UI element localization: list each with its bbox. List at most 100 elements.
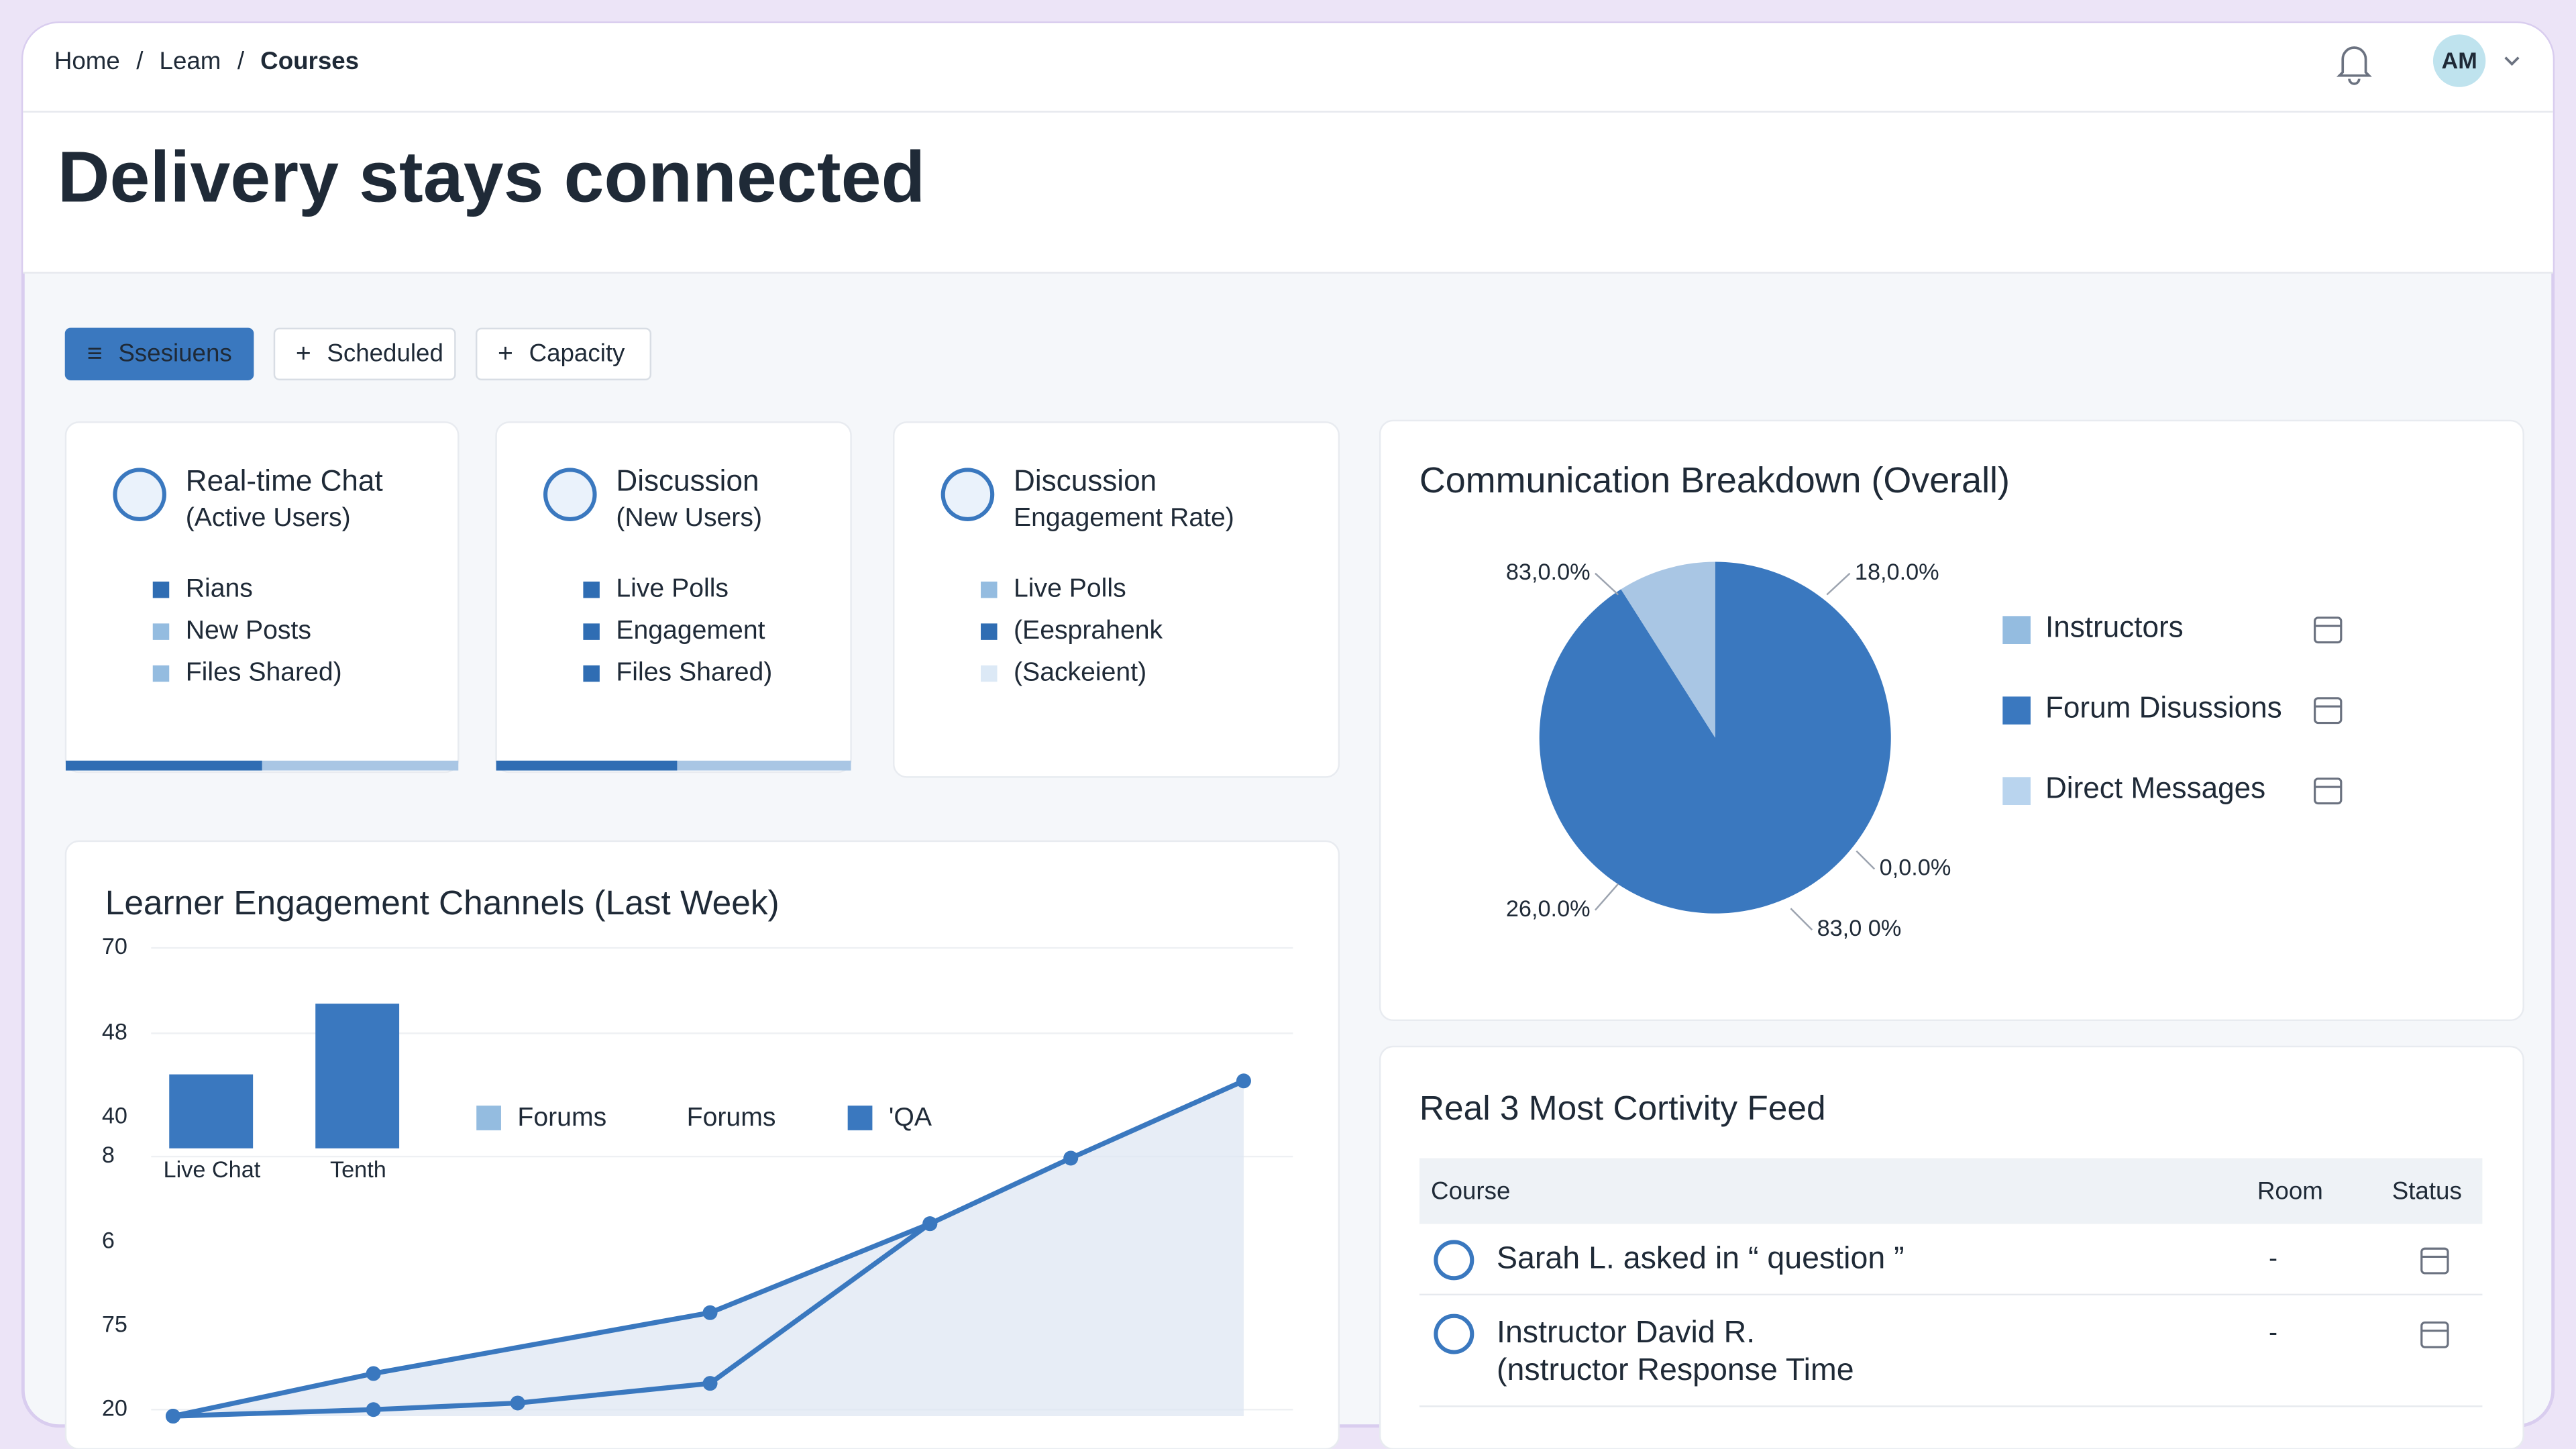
breadcrumb-sep: / bbox=[237, 47, 245, 74]
tab[interactable] bbox=[273, 327, 456, 380]
pie-slice bbox=[1539, 561, 1891, 914]
breadcrumb-item[interactable]: Leam bbox=[160, 47, 221, 74]
bell-icon[interactable] bbox=[2336, 46, 2372, 85]
calendar-icon bbox=[2420, 1321, 2449, 1348]
card-item: (Sackeient) bbox=[1014, 657, 1146, 686]
chart-title: Communication Breakdown (Overall) bbox=[1419, 460, 2010, 500]
leader-line bbox=[1826, 572, 1851, 596]
legend-swatch bbox=[583, 623, 600, 640]
pie-label: 18,0.0% bbox=[1855, 559, 1939, 585]
content: Home / Leam / Courses AM Delivery stays connec… bbox=[54, 47, 2524, 1449]
pie-label: 26,0.0% bbox=[1506, 896, 1591, 922]
legend-swatch bbox=[476, 1106, 501, 1130]
legend-label: Forums bbox=[687, 1103, 776, 1132]
legend-swatch bbox=[583, 665, 600, 682]
legend-swatch bbox=[981, 623, 998, 640]
y-tick-label: 75 bbox=[102, 1311, 127, 1337]
card bbox=[893, 421, 1340, 778]
card-item: Live Polls bbox=[1014, 574, 1126, 603]
tab-label[interactable]: Ssesiuens bbox=[118, 339, 231, 367]
table-header bbox=[1419, 1158, 2483, 1224]
legend-swatch bbox=[2002, 696, 2031, 724]
tab-icon: ≡ bbox=[87, 339, 103, 368]
column-header: Course bbox=[1431, 1177, 1510, 1205]
y-tick-label: 70 bbox=[102, 934, 127, 959]
tab-icon: + bbox=[296, 339, 311, 368]
leader-line bbox=[1856, 850, 1876, 870]
cell-text: - bbox=[2269, 1244, 2277, 1273]
point bbox=[366, 1402, 381, 1417]
tab-icon: + bbox=[498, 339, 513, 368]
card-item: Live Polls bbox=[616, 574, 729, 603]
point bbox=[922, 1216, 938, 1232]
tab[interactable] bbox=[475, 327, 652, 380]
bar-label: Live Chat bbox=[164, 1157, 261, 1183]
line bbox=[172, 1078, 1245, 1419]
avatar-initials: AM bbox=[2441, 48, 2477, 74]
legend-label: Instructors bbox=[2045, 611, 2184, 644]
cell-text: (nstructor Response Time bbox=[1497, 1352, 1854, 1387]
card-item: New Posts bbox=[186, 616, 311, 645]
card-icon bbox=[113, 468, 166, 521]
y-tick-label: 40 bbox=[102, 1103, 127, 1128]
card-title: Real-time Chat bbox=[186, 465, 383, 498]
legend-swatch bbox=[981, 665, 998, 682]
legend-swatch bbox=[152, 665, 170, 682]
bar bbox=[315, 1004, 400, 1148]
row-icon bbox=[1434, 1240, 1474, 1281]
card bbox=[1379, 1045, 2524, 1449]
legend-swatch bbox=[152, 623, 170, 640]
progress-fill bbox=[496, 760, 678, 771]
legend-swatch bbox=[2002, 616, 2031, 644]
y-tick-label: 6 bbox=[102, 1228, 115, 1253]
card-item: (Eesprahenk bbox=[1014, 616, 1163, 645]
card-item: Files Shared) bbox=[186, 657, 342, 686]
point bbox=[1236, 1073, 1251, 1089]
y-tick-label: 48 bbox=[102, 1019, 127, 1044]
leader-line bbox=[1595, 883, 1619, 911]
breadcrumb-item[interactable]: Home bbox=[54, 47, 120, 74]
pie-slice bbox=[1621, 561, 1715, 738]
leader-line bbox=[1790, 908, 1813, 930]
tab-label[interactable]: Capacity bbox=[529, 339, 625, 367]
legend-label: 'QA bbox=[889, 1103, 932, 1132]
card-title: Discussion bbox=[1014, 465, 1157, 498]
legend-label: Forums bbox=[517, 1103, 606, 1132]
cell-text: Sarah L. asked in “ question ” bbox=[1497, 1240, 1904, 1275]
breadcrumb-item: Courses bbox=[260, 47, 359, 74]
legend-swatch bbox=[152, 581, 170, 598]
card-item: Files Shared) bbox=[616, 657, 772, 686]
card-subtitle: (Active Users) bbox=[186, 503, 351, 532]
legend-label: Direct Messages bbox=[2045, 772, 2265, 805]
card bbox=[64, 421, 460, 773]
avatar[interactable] bbox=[2432, 34, 2486, 87]
point bbox=[510, 1395, 525, 1411]
column-header: Room bbox=[2257, 1177, 2323, 1205]
tab[interactable] bbox=[64, 327, 254, 380]
chevron[interactable] bbox=[2504, 56, 2520, 66]
card-item: Rians bbox=[186, 574, 253, 603]
card-subtitle: (New Users) bbox=[616, 503, 762, 532]
legend-swatch bbox=[981, 581, 998, 598]
pie-label: 83,0.0% bbox=[1506, 559, 1591, 585]
area bbox=[172, 1081, 1244, 1417]
calendar-icon bbox=[2314, 777, 2343, 805]
card-title: Discussion bbox=[616, 465, 759, 498]
legend-swatch bbox=[847, 1106, 873, 1130]
pie-label: 83,0 0% bbox=[1817, 916, 1902, 941]
point bbox=[1063, 1150, 1079, 1166]
point bbox=[165, 1409, 180, 1424]
tab-label[interactable]: Scheduled bbox=[327, 339, 443, 367]
page-title: Delivery stays connected bbox=[58, 136, 926, 217]
legend-label: Forum Disussions bbox=[2045, 692, 2282, 724]
point bbox=[702, 1305, 718, 1320]
calendar-icon bbox=[2420, 1247, 2449, 1275]
y-tick-label: 20 bbox=[102, 1395, 127, 1421]
header-bg bbox=[23, 23, 2553, 273]
legend-swatch bbox=[583, 581, 600, 598]
progress-fill bbox=[65, 760, 262, 771]
legend-swatch bbox=[2002, 777, 2031, 805]
card-subtitle: Engagement Rate) bbox=[1014, 503, 1234, 532]
